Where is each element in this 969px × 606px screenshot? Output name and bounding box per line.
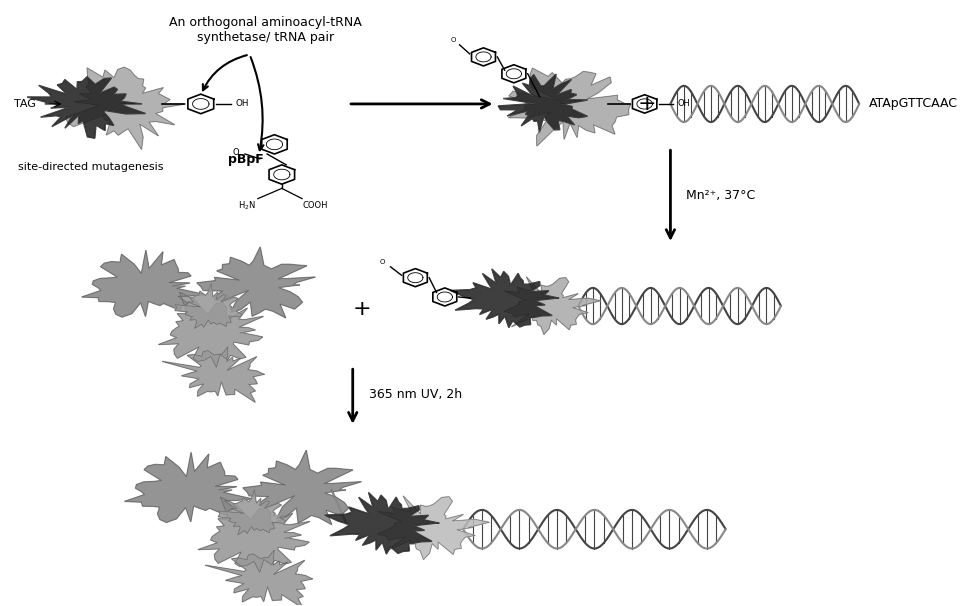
Polygon shape [159,292,264,367]
Text: +: + [639,94,657,114]
Polygon shape [162,347,265,402]
Polygon shape [509,68,631,146]
Polygon shape [27,77,145,138]
Text: site-directed mutagenesis: site-directed mutagenesis [17,162,163,172]
Polygon shape [451,269,559,328]
Polygon shape [498,74,587,132]
Polygon shape [66,67,186,150]
Text: H$_2$N: H$_2$N [238,199,256,211]
Polygon shape [377,496,489,559]
Text: pBpF: pBpF [229,153,265,166]
Polygon shape [243,450,361,525]
Text: OH: OH [677,99,690,108]
Polygon shape [218,490,286,534]
Text: ATApGTTCAAC: ATApGTTCAAC [868,98,957,110]
Text: O: O [380,259,385,265]
Polygon shape [81,250,204,317]
Polygon shape [124,453,252,522]
Text: COOH: COOH [302,201,328,210]
Text: An orthogonal aminoacyl-tRNA
synthetase/ tRNA pair: An orthogonal aminoacyl-tRNA synthetase/… [169,16,361,44]
Polygon shape [198,497,310,572]
Polygon shape [197,247,315,318]
Text: +: + [353,299,371,319]
Text: Mn²⁺, 37°C: Mn²⁺, 37°C [686,189,755,202]
Polygon shape [504,277,601,335]
Text: OH: OH [235,99,249,108]
Text: 365 nm UV, 2h: 365 nm UV, 2h [369,388,462,401]
Polygon shape [174,284,242,328]
Polygon shape [325,493,439,554]
Text: O: O [451,37,455,43]
Text: O: O [233,148,239,158]
Polygon shape [205,550,313,606]
Text: TAG: TAG [14,99,36,109]
